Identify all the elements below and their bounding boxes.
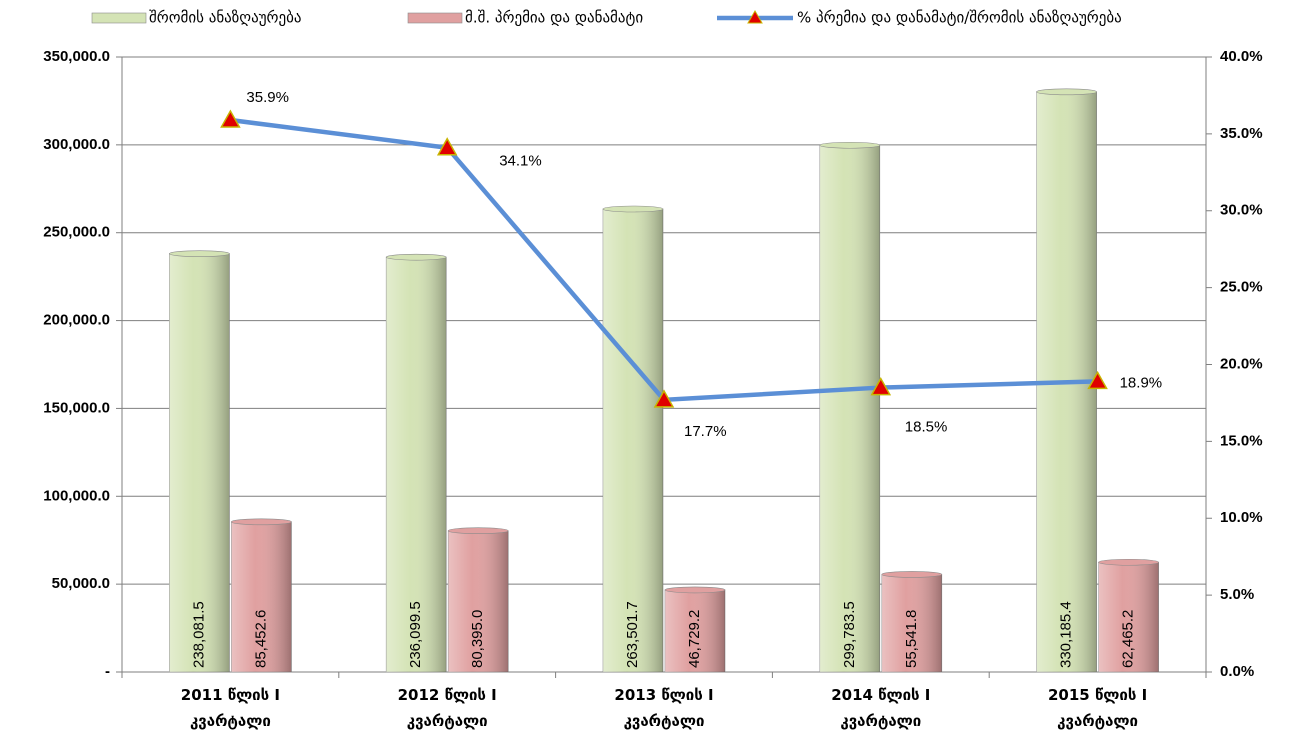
bar-value-label: 80,395.0 (469, 610, 486, 668)
bar-cap (231, 518, 292, 526)
legend-swatch (407, 12, 463, 24)
x-tick-label: 2011 წლის I კვარტალი (180, 686, 280, 730)
bar-value-label: 299,783.5 (841, 601, 858, 668)
line-value-label: 34.1% (499, 153, 542, 170)
line-marker (870, 377, 892, 396)
bar-value-label: 55,541.8 (903, 610, 920, 668)
legend-swatch (91, 12, 147, 24)
y-tick-label: 250,000.0 (43, 224, 110, 241)
x-tick-label: 2012 წლის I კვარტალი (397, 686, 497, 730)
bar-cap (385, 253, 447, 261)
y2-tick-label: 25.0% (1220, 279, 1263, 296)
y2-tick-label: 35.0% (1220, 125, 1263, 142)
y-tick-label: 50,000.0 (52, 575, 110, 592)
legend-label: მ.შ. პრემია და დანამატი (465, 9, 643, 27)
bar-cap (1098, 558, 1159, 566)
line-marker (1087, 370, 1108, 390)
y2-tick-label: 30.0% (1220, 202, 1263, 219)
bar-cap (881, 571, 943, 578)
bar-cap (664, 586, 726, 594)
line-value-label: 18.9% (1120, 374, 1163, 391)
bar-value-label: 238,081.5 (190, 601, 207, 668)
x-tick-label: 2013 წლის I კვარტალი (614, 686, 714, 730)
bar-value-label: 330,185.4 (1058, 601, 1075, 668)
y2-tick-label: 15.0% (1220, 432, 1263, 449)
bar-value-label: 62,465.2 (1120, 610, 1137, 668)
line-marker (653, 389, 675, 408)
line-value-label: 18.5% (905, 419, 948, 436)
line-value-label: 35.9% (246, 89, 289, 106)
bar-value-label: 236,099.5 (407, 601, 424, 668)
bar-value-label: 46,729.2 (686, 610, 703, 668)
legend-label: შრომის ანაზღაურება (149, 9, 301, 27)
bar-cap (819, 141, 881, 149)
y2-tick-label: 5.0% (1220, 586, 1254, 603)
bar-cap (169, 250, 230, 257)
bar-cap (1036, 88, 1097, 96)
bar-cap (447, 527, 509, 535)
line-marker (220, 109, 241, 128)
line-marker (436, 137, 458, 156)
bar-value-label: 85,452.6 (252, 610, 269, 668)
bar-cap (602, 205, 664, 213)
x-tick-label: 2014 წლის I კვარტალი (831, 686, 931, 730)
line (230, 117, 1098, 403)
line-value-label: 17.7% (684, 423, 727, 440)
y-tick-label: 300,000.0 (43, 136, 110, 153)
y-tick-label: 100,000.0 (43, 487, 110, 504)
bar-value-label: 263,501.7 (624, 601, 641, 668)
legend-label: % პრემია და დანამატი/შრომის ანაზღაურება (797, 9, 1122, 27)
y2-tick-label: 0.0% (1220, 663, 1254, 680)
y-tick-label: 150,000.0 (43, 399, 110, 416)
y2-tick-label: 10.0% (1220, 509, 1263, 526)
y-tick-label: 200,000.0 (43, 312, 110, 329)
y2-tick-label: 40.0% (1220, 48, 1263, 65)
y2-tick-label: 20.0% (1220, 355, 1263, 372)
y-tick-label: - (105, 663, 110, 680)
x-tick-label: 2015 წლის I კვარტალი (1048, 686, 1148, 730)
y-tick-label: 350,000.0 (43, 48, 110, 65)
legend-marker (747, 10, 763, 24)
bar (819, 144, 881, 673)
